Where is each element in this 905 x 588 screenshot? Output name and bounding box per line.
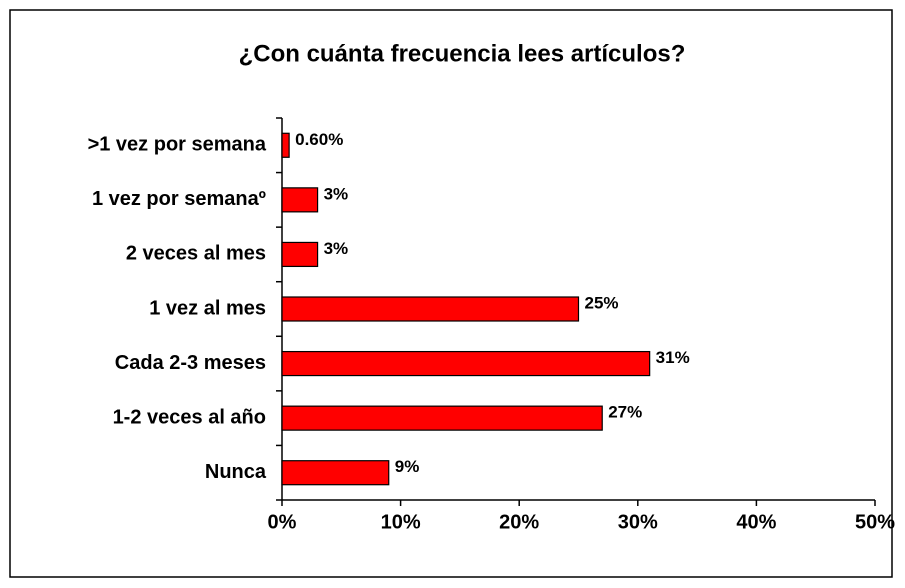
bar	[281, 460, 390, 486]
bar	[281, 187, 319, 213]
y-tick-label: >1 vez por semana	[88, 134, 267, 156]
y-tick-label: Nunca	[205, 461, 267, 483]
value-label: 0.60%	[295, 130, 343, 149]
x-tick-label: 40%	[736, 511, 776, 533]
y-tick-label: 1 vez al mes	[149, 297, 266, 319]
value-label: 25%	[585, 293, 619, 312]
bar	[281, 296, 580, 322]
x-tick-label: 10%	[381, 511, 421, 533]
y-tick-label: Cada 2-3 meses	[115, 352, 266, 374]
y-tick-label: 1 vez por semanaº	[92, 188, 266, 210]
value-label: 3%	[324, 184, 349, 203]
chart-title: ¿Con cuánta frecuencia lees artículos?	[239, 40, 686, 67]
value-label: 31%	[656, 348, 690, 367]
x-tick-label: 20%	[499, 511, 539, 533]
x-tick-label: 0%	[268, 511, 297, 533]
bar	[281, 405, 603, 431]
value-label: 9%	[395, 457, 420, 476]
x-tick-label: 30%	[618, 511, 658, 533]
value-label: 3%	[324, 239, 349, 258]
bar	[281, 350, 651, 377]
x-tick-label: 50%	[855, 511, 895, 533]
y-tick-label: 1-2 veces al año	[113, 406, 266, 428]
y-tick-label: 2 veces al mes	[126, 243, 266, 265]
bar	[281, 241, 319, 268]
chart-frame	[9, 9, 893, 578]
bar	[281, 132, 290, 158]
value-label: 27%	[608, 403, 642, 422]
